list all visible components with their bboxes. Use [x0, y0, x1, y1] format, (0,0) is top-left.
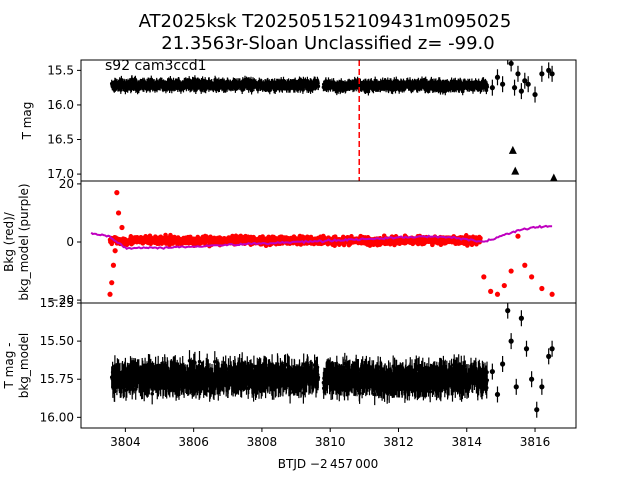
y-tick-label: 17.0: [47, 167, 74, 181]
y-tick-label: 16.5: [47, 133, 74, 147]
camera-annotation: s92 cam3ccd1: [105, 58, 207, 74]
x-axis-label: BTJD −2 457 000: [278, 457, 378, 471]
data-point: [549, 71, 555, 77]
data-point: [549, 346, 555, 352]
x-tick-label: 3806: [178, 435, 209, 449]
y-axis-label: bkg_model (purple): [17, 183, 31, 300]
data-point: [532, 91, 538, 98]
data-point: [489, 85, 495, 91]
data-point: [500, 361, 506, 367]
data-point: [515, 233, 521, 239]
x-tick-label: 3804: [110, 435, 141, 449]
y-axis-label: T mag: [20, 102, 34, 141]
data-point: [539, 285, 545, 292]
x-tick-label: 3810: [315, 435, 346, 449]
chart-title-line1: AT2025ksk T202505152109431m095025: [139, 11, 512, 32]
data-point: [539, 71, 545, 77]
y-axis-label: T mag -: [2, 343, 16, 390]
data-point: [494, 391, 501, 398]
data-point: [115, 210, 122, 216]
data-point: [546, 353, 552, 359]
upper-limit-marker: [550, 173, 558, 181]
data-point: [488, 288, 494, 294]
data-point: [112, 248, 118, 254]
data-band: [321, 361, 490, 397]
panel-bottom: 15.25 15.50 15.75 16.00 3804 3806 3808 3810 3812…: [2, 296, 577, 449]
y-tick-label: 15.5: [47, 63, 74, 77]
axes-frame: [80, 302, 577, 429]
upper-limit-marker: [508, 145, 517, 154]
data-point: [515, 71, 521, 77]
data-point: [109, 280, 115, 286]
data-point: [523, 346, 530, 352]
data-point: [494, 74, 501, 80]
bkg-model-line: [90, 224, 553, 251]
y-tick-label: 20: [59, 177, 74, 191]
data-point: [481, 274, 487, 280]
y-axis-label: bkg_model: [17, 333, 31, 399]
data-point: [508, 268, 514, 274]
y-tick-label: −20: [49, 293, 74, 307]
data-point: [549, 291, 555, 297]
data-point: [534, 407, 540, 413]
data-point: [508, 60, 514, 67]
data-point: [546, 67, 552, 73]
y-tick-label: 0: [66, 235, 74, 249]
data-band: [109, 77, 321, 93]
upper-limit-marker: [511, 166, 520, 175]
y-axis-label: Bkg (red)/: [2, 211, 16, 272]
x-tick-label: 3814: [451, 435, 482, 449]
x-tick-label: 3816: [520, 435, 551, 449]
data-point: [505, 308, 511, 314]
data-point: [119, 224, 125, 231]
data-point: [500, 81, 506, 87]
data-point: [522, 78, 528, 84]
data-point: [501, 282, 507, 289]
x-tick-label: 3812: [383, 435, 414, 449]
data-point: [529, 274, 535, 280]
y-tick-label: 15.50: [40, 334, 74, 348]
data-point: [539, 384, 545, 390]
y-tick-label: 15.25: [40, 296, 74, 310]
data-point: [518, 315, 524, 321]
data-point: [518, 88, 524, 94]
data-point: [107, 291, 113, 297]
plot-area-top: [109, 54, 558, 181]
y-tick-label: 16.0: [47, 98, 74, 112]
plot-area-bottom: [109, 303, 555, 418]
data-point: [513, 384, 519, 390]
chart-title-line2: 21.3563r-Sloan Unclassified z= -99.0: [161, 33, 494, 54]
data-point: [494, 291, 501, 297]
y-tick-label: 16.00: [40, 410, 74, 424]
data-point: [505, 54, 510, 59]
data-band: [109, 359, 321, 396]
x-tick-label: 3808: [247, 435, 278, 449]
data-point: [511, 85, 518, 91]
plot-area-middle: [90, 190, 555, 297]
panel-middle: −20 0 20 Bkg (red)/bkg_model (purple): [2, 177, 577, 307]
plot-panels: 15.5 16.0 16.5 17.0 T mag s92 cam3ccd1 −20 0 20 B…: [2, 54, 577, 449]
data-point: [529, 376, 535, 382]
y-tick-label: 15.75: [40, 372, 74, 386]
data-point: [110, 262, 117, 268]
data-point: [114, 190, 120, 196]
data-point: [489, 368, 495, 375]
data-point: [525, 81, 531, 87]
data-point: [508, 338, 514, 344]
data-point: [522, 262, 528, 268]
panel-top: 15.5 16.0 16.5 17.0 T mag s92 cam3ccd1: [20, 54, 577, 182]
